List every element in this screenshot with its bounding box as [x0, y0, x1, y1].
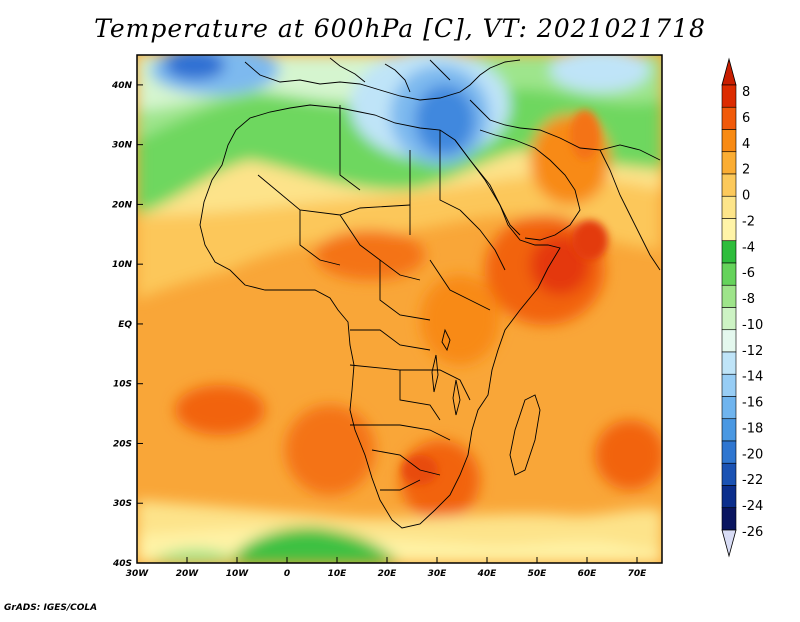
colorbar-label: 8 — [742, 85, 750, 100]
lon-tick-label: 0 — [284, 569, 290, 579]
colorbar-label: -4 — [742, 240, 755, 255]
country-borders — [199, 57, 661, 529]
colorbar-segment — [721, 284, 737, 308]
colorbar-label: 0 — [742, 189, 750, 204]
colorbar-segment — [721, 507, 737, 531]
colorbar-label: -14 — [742, 370, 763, 385]
colorbar-label: -20 — [742, 447, 763, 462]
colorbar-label: -6 — [742, 266, 755, 281]
colorbar-segment — [721, 218, 737, 242]
colorbar-label: -2 — [742, 214, 755, 229]
colorbar-label: 4 — [742, 137, 750, 152]
lon-tick-label: 60E — [578, 569, 598, 579]
colorbar-segment — [721, 373, 737, 397]
credit-text: GrADS: IGES/COLA — [4, 603, 98, 613]
colorbar-label: 6 — [742, 111, 750, 126]
lat-tick-label: 40N — [111, 81, 133, 91]
lon-tick-label: 40E — [477, 569, 498, 579]
colorbar-segment — [721, 329, 737, 353]
colorbar-segment — [721, 173, 737, 197]
colorbar-segment — [721, 262, 737, 286]
map-frame — [136, 54, 663, 564]
lat-tick-label: 20N — [112, 200, 133, 210]
lat-tick-label: EQ — [118, 320, 132, 330]
colorbar-segment — [721, 84, 737, 108]
colorbar-top-triangle — [721, 57, 737, 86]
colorbar-label: -18 — [742, 421, 763, 436]
lat-tick-label: 20S — [113, 439, 132, 449]
axis-ticks: 30W 20W 10W 0 10E 20E 30E 40E 50E 60E 70E 40N 30N 20N… — [111, 81, 647, 579]
lon-tick-label: 50E — [528, 569, 548, 579]
colorbar-label: -10 — [742, 318, 763, 333]
lon-tick-label: 30W — [126, 569, 150, 579]
colorbar: 8 6 4 2 0 -2 -4 -6 -8 -10 -12 -14 -16 -18 -20 -22 -24 -26 — [721, 57, 763, 558]
map-title: Temperature at 600hPa [C], VT: 202102171… — [94, 14, 706, 43]
lon-tick-label: 20W — [176, 569, 200, 579]
temperature-field — [137, 55, 662, 563]
colorbar-segment — [721, 307, 737, 331]
lon-tick-label: 70E — [628, 569, 648, 579]
lon-tick-label: 10W — [226, 569, 250, 579]
lat-tick-label: 40S — [112, 559, 132, 569]
colorbar-label: -8 — [742, 292, 755, 307]
colorbar-label: -16 — [742, 396, 763, 411]
colorbar-label: -26 — [742, 525, 763, 540]
colorbar-label: -24 — [742, 499, 763, 514]
colorbar-segment — [721, 396, 737, 420]
lat-tick-label: 30S — [113, 499, 132, 509]
colorbar-segment — [721, 485, 737, 509]
colorbar-segment — [721, 418, 737, 442]
colorbar-segment — [721, 351, 737, 375]
lat-tick-label: 10S — [113, 380, 132, 390]
colorbar-segment — [721, 129, 737, 153]
colorbar-segment — [721, 440, 737, 464]
colorbar-label: -22 — [742, 473, 763, 488]
lat-tick-label: 10N — [112, 260, 133, 270]
colorbar-bottom-triangle — [721, 529, 737, 558]
colorbar-label: -12 — [742, 344, 763, 359]
colorbar-label: 2 — [742, 163, 750, 178]
colorbar-segment — [721, 195, 737, 219]
lon-tick-label: 10E — [328, 569, 348, 579]
lat-tick-label: 30N — [112, 141, 133, 151]
colorbar-segment — [721, 240, 737, 264]
colorbar-segment — [721, 106, 737, 130]
lon-tick-label: 30E — [428, 569, 448, 579]
colorbar-segment — [721, 462, 737, 486]
colorbar-segment — [721, 151, 737, 175]
lon-tick-label: 20E — [378, 569, 398, 579]
